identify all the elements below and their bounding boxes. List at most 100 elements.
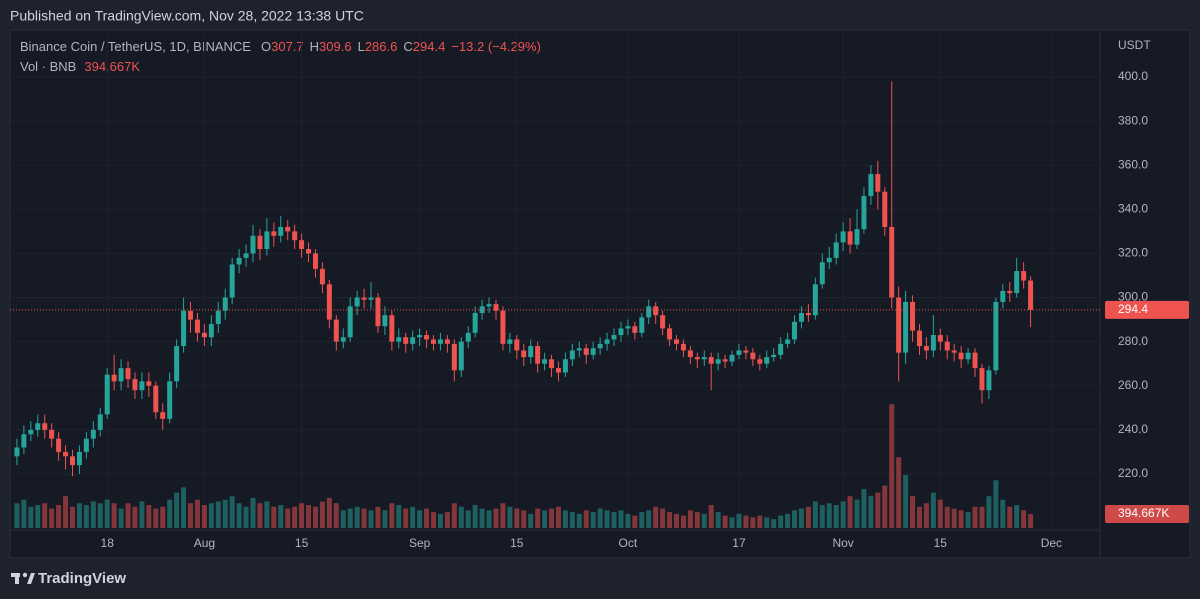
volume-bar — [590, 512, 596, 528]
volume-legend-name: Vol · BNB — [20, 59, 76, 74]
volume-bar — [97, 503, 103, 528]
candle-body — [437, 339, 443, 344]
candles — [10, 81, 1100, 477]
candle-body — [868, 174, 874, 197]
volume-bar — [625, 513, 631, 528]
volume-bar — [903, 474, 909, 528]
candle-body — [660, 315, 666, 329]
candle-body — [826, 257, 832, 263]
volume-bar — [736, 513, 742, 528]
candle-body — [889, 226, 895, 298]
volume-bar — [486, 510, 492, 528]
volume-bar — [889, 404, 895, 528]
volume-bar — [382, 510, 388, 528]
candle-body — [250, 235, 256, 254]
volume-bar — [465, 510, 471, 528]
candle-body — [42, 423, 48, 430]
volume-bar — [569, 512, 575, 528]
volume-bar — [194, 499, 200, 528]
candle-body — [597, 343, 603, 349]
candle-body — [896, 297, 902, 353]
candle-body — [458, 341, 464, 371]
volume-bar — [812, 501, 818, 528]
volume-bar — [819, 505, 825, 528]
candle-body — [729, 354, 735, 362]
candle-body — [278, 226, 284, 236]
volume-bar — [868, 496, 874, 528]
volume-bar — [271, 506, 277, 528]
candle-body — [493, 304, 499, 311]
candle-body — [528, 346, 534, 358]
candle-body — [562, 359, 568, 373]
volume-bar — [708, 505, 714, 528]
candle-body — [104, 374, 110, 415]
volume-bar — [208, 503, 214, 528]
candle-body — [549, 359, 555, 369]
logo-shape — [15, 573, 19, 584]
candle-body — [340, 337, 346, 342]
volume-bar — [729, 517, 735, 528]
y-tick-label: 400.0 — [1118, 69, 1148, 83]
candle-body — [715, 359, 721, 364]
chart-pane — [9, 29, 1191, 559]
candle-body — [618, 328, 624, 336]
volume-bar — [757, 515, 763, 528]
candle-body — [111, 374, 117, 382]
candle-body — [875, 174, 881, 192]
legend-line: Binance Coin / TetherUS, 1D, BINANCE O307… — [20, 39, 541, 54]
candle-body — [507, 339, 513, 344]
candle-body — [153, 385, 159, 413]
candle-body — [201, 332, 207, 338]
candle-body — [257, 235, 263, 250]
candle-body — [271, 231, 277, 236]
candle-body — [847, 231, 853, 245]
volume-bar — [42, 503, 48, 528]
candle-body — [215, 310, 221, 325]
volume-bar — [792, 510, 798, 528]
candle-body — [431, 339, 437, 344]
candle-body — [514, 339, 520, 351]
candle-body — [174, 346, 180, 382]
candle-body — [673, 339, 679, 344]
candle-body — [319, 268, 325, 285]
candle-body — [14, 447, 20, 457]
candle-body — [146, 381, 152, 386]
candle-body — [83, 438, 89, 452]
volume-bar — [319, 501, 325, 528]
x-tick-label: 15 — [934, 536, 948, 550]
volume-bar — [21, 499, 27, 528]
volume-bar — [694, 512, 700, 528]
candle-body — [472, 312, 478, 333]
candle-body — [194, 319, 200, 333]
volume-bar — [229, 496, 235, 528]
candle-body — [236, 257, 242, 265]
last-price-box — [1105, 300, 1189, 319]
candle-body — [1028, 280, 1034, 310]
volume-bar — [986, 496, 992, 528]
x-tick-label: Sep — [409, 536, 431, 550]
candle-body — [910, 301, 916, 331]
x-tick-label: Oct — [619, 536, 638, 550]
volume-bar — [264, 501, 270, 528]
candle-body — [736, 350, 742, 355]
volume-bar — [778, 515, 784, 528]
volume-bar — [687, 510, 693, 528]
volume-bar — [361, 508, 367, 528]
volume-bar — [236, 503, 242, 528]
volume-bar — [542, 510, 548, 528]
volume-bar — [479, 508, 485, 528]
candle-body — [56, 438, 62, 452]
candle-body — [208, 324, 214, 338]
candle-body — [833, 242, 839, 258]
volume-bar — [771, 519, 777, 528]
candle-body — [792, 321, 798, 340]
y-tick-label: 340.0 — [1118, 201, 1148, 215]
volume-bar — [146, 505, 152, 528]
volume-bar — [174, 492, 180, 528]
candle-body — [965, 352, 971, 360]
candle-body — [764, 357, 770, 364]
volume-legend-value: 394.667K — [84, 59, 140, 74]
candle-body — [1007, 290, 1013, 294]
candle-body — [97, 414, 103, 430]
volume-bar — [403, 508, 409, 528]
